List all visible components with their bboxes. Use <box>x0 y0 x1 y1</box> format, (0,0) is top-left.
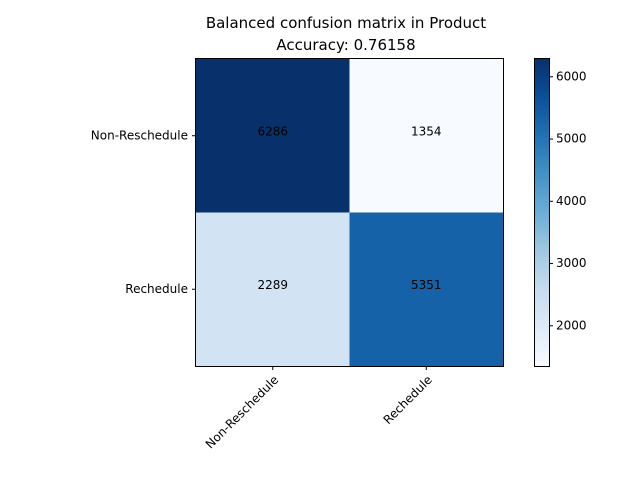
y-tick-label: Rechedule <box>125 282 188 296</box>
cell-value-label: 6286 <box>257 124 288 138</box>
heatmap-cell <box>349 59 504 213</box>
y-axis-ticks: Non-Reschedule Rechedule <box>91 128 196 296</box>
cell-value-label: 1354 <box>411 124 442 138</box>
colorbar-tick-label: 4000 <box>556 194 587 208</box>
colorbar-ticks: 2000 3000 4000 5000 6000 <box>549 69 587 332</box>
heatmap-cell <box>196 59 350 213</box>
cell-value-label: 2289 <box>257 278 288 292</box>
colorbar-tick-label: 2000 <box>556 318 587 332</box>
heatmap-cell <box>196 212 350 367</box>
cell-value-label: 5351 <box>411 278 442 292</box>
plot-frame <box>195 58 504 367</box>
colorbar-tick-label: 3000 <box>556 256 587 270</box>
chart-title: Balanced confusion matrix in Product <box>206 14 486 32</box>
heatmap-cells <box>196 59 504 367</box>
colorbar-tick-label: 5000 <box>556 132 587 146</box>
cell-value-labels: 6286 1354 2289 5351 <box>257 124 441 292</box>
colorbar <box>534 58 550 367</box>
chart-subtitle: Accuracy: 0.76158 <box>276 36 415 54</box>
heatmap-cell <box>349 212 504 367</box>
colorbar-tick-label: 6000 <box>556 69 587 83</box>
y-tick-label: Non-Reschedule <box>91 128 188 142</box>
